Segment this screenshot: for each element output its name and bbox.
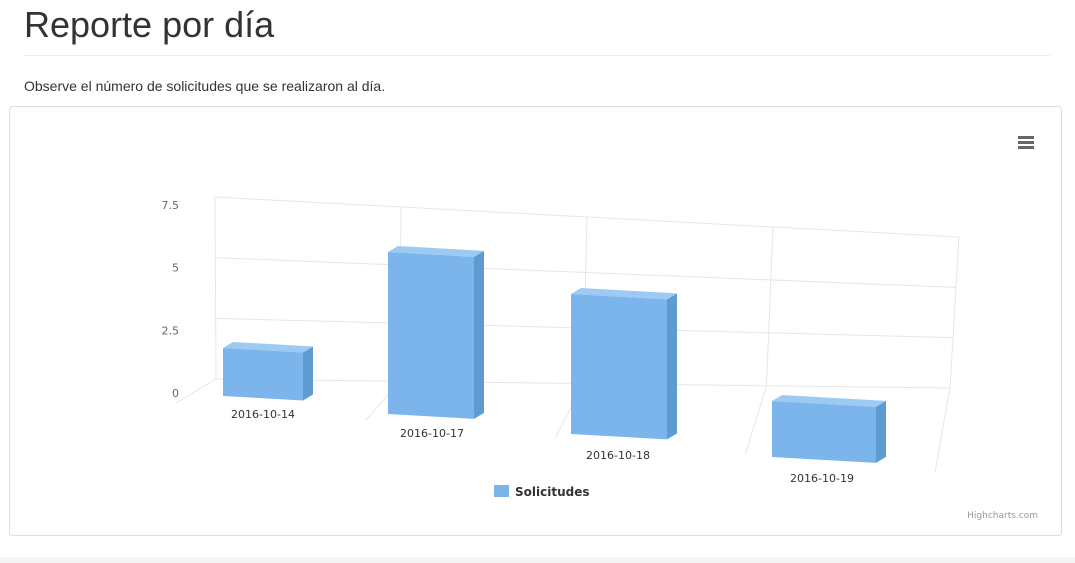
bar-2016-10-19[interactable] (772, 395, 886, 463)
page-description: Observe el número de solicitudes que se … (24, 78, 386, 94)
y-tick-label: 0 (172, 387, 179, 400)
y-tick-label: 2.5 (162, 324, 180, 337)
back-wall-right-edge (949, 236, 960, 389)
x-axis-labels: 2016-10-14 2016-10-17 2016-10-18 2016-10-19 (231, 408, 854, 485)
chart-grid (175, 196, 960, 473)
bar-side-face (876, 400, 886, 463)
title-divider (24, 55, 1050, 56)
chart-credits[interactable]: Highcharts.com (967, 511, 1038, 521)
floor-left-edge (175, 378, 217, 404)
bar-top-face (388, 246, 484, 257)
bar-front-face (388, 252, 474, 419)
y-tick-label: 5 (172, 262, 179, 275)
bars (223, 246, 886, 463)
bar-2016-10-18[interactable] (571, 288, 677, 440)
floor-right-edge (934, 387, 951, 473)
chart-panel: 0 2.5 5 7.5 2016-10-14 2016-10-17 2016-10-18 2… (9, 106, 1062, 536)
bar-side-face (474, 250, 484, 419)
legend-label: Solicitudes (515, 485, 590, 499)
chart-menu-button[interactable] (1012, 130, 1042, 158)
legend-swatch (494, 485, 509, 497)
x-tick-label: 2016-10-19 (790, 472, 854, 485)
bar-front-face (571, 294, 667, 440)
x-tick-label: 2016-10-18 (586, 449, 650, 462)
x-tick-label: 2016-10-14 (231, 408, 295, 421)
bar-top-face (772, 395, 886, 407)
bar-front-face (772, 401, 876, 463)
bar-2016-10-17[interactable] (388, 246, 484, 419)
y-axis-labels: 0 2.5 5 7.5 (162, 199, 180, 400)
page-title: Reporte por día (24, 4, 275, 45)
x-tick-label: 2016-10-17 (400, 427, 464, 440)
bar-side-face (667, 293, 677, 440)
bar-top-face (223, 342, 313, 353)
hamburger-menu-icon (1018, 136, 1034, 149)
y-tick-label: 7.5 (162, 199, 180, 212)
back-wall-left-edge (214, 196, 217, 380)
bar-side-face (303, 346, 313, 401)
page-footer-strip (0, 557, 1075, 563)
chart-svg: 02.557.5 2016-10-142016-10-172016-10-182… (162, 130, 1042, 521)
legend[interactable]: Solicitudes (494, 485, 590, 499)
x-gridline (766, 226, 774, 386)
bar-top-face (571, 288, 677, 300)
floor-gridline (744, 385, 767, 455)
bar-front-face (223, 348, 303, 401)
bar-2016-10-14[interactable] (223, 342, 313, 401)
